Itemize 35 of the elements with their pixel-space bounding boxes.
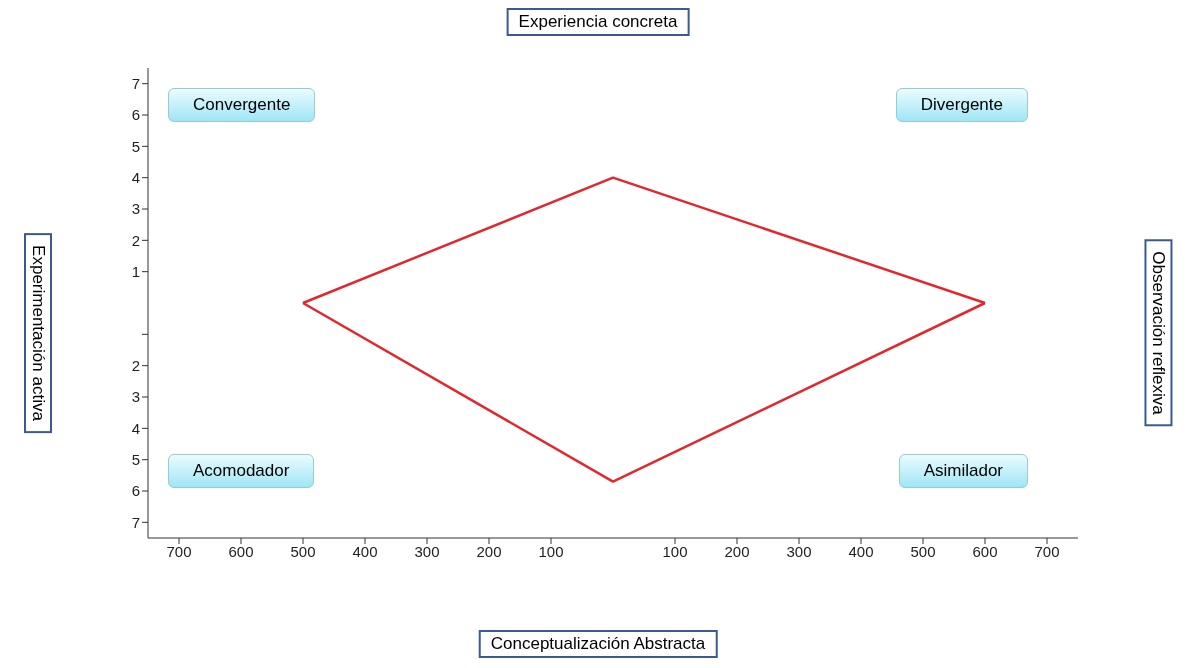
y-tick-label: 3 [131,200,140,218]
x-tick-label: 200 [476,542,502,560]
text: Observación reflexiva [1144,239,1172,427]
y-tick-label: 5 [131,450,140,468]
y-tick-label: 6 [131,482,140,500]
annotation: Acomodador [168,454,315,488]
annotation: Convergente [168,88,316,122]
x-tick-label: 500 [910,542,936,560]
x-tick-label: 100 [662,542,688,560]
y-tick-label: 7 [131,513,140,531]
x-tick-label: 400 [848,542,874,560]
x-tick-label: 600 [228,542,254,560]
x-tick-label: 300 [414,542,440,560]
x-tick-label: 700 [1034,542,1060,560]
x-tick-label: 200 [724,542,750,560]
annotation: Asimilador [898,454,1028,488]
y-tick-label: 7 [131,74,140,92]
y-tick-label: 2 [131,356,140,374]
x-tick-label: 700 [166,542,192,560]
y-tick-label: 4 [131,419,140,437]
x-tick-label: 400 [352,542,378,560]
x-tick-label: 300 [786,542,812,560]
text: Conceptualización Abstracta [478,630,718,658]
annotation: Divergente [895,88,1028,122]
x-tick-label: 500 [290,542,316,560]
y-tick-label: 5 [131,137,140,155]
y-tick-label: 1 [131,262,140,280]
text: Experimentación activa [24,233,52,433]
y-tick-label: 4 [131,168,140,186]
y-tick-label: 3 [131,388,140,406]
x-tick-label: 600 [972,542,998,560]
x-tick-label: 100 [538,542,564,560]
y-tick-label: 6 [131,106,140,124]
text: Experiencia concreta [506,8,690,36]
y-tick-label: 2 [131,231,140,249]
